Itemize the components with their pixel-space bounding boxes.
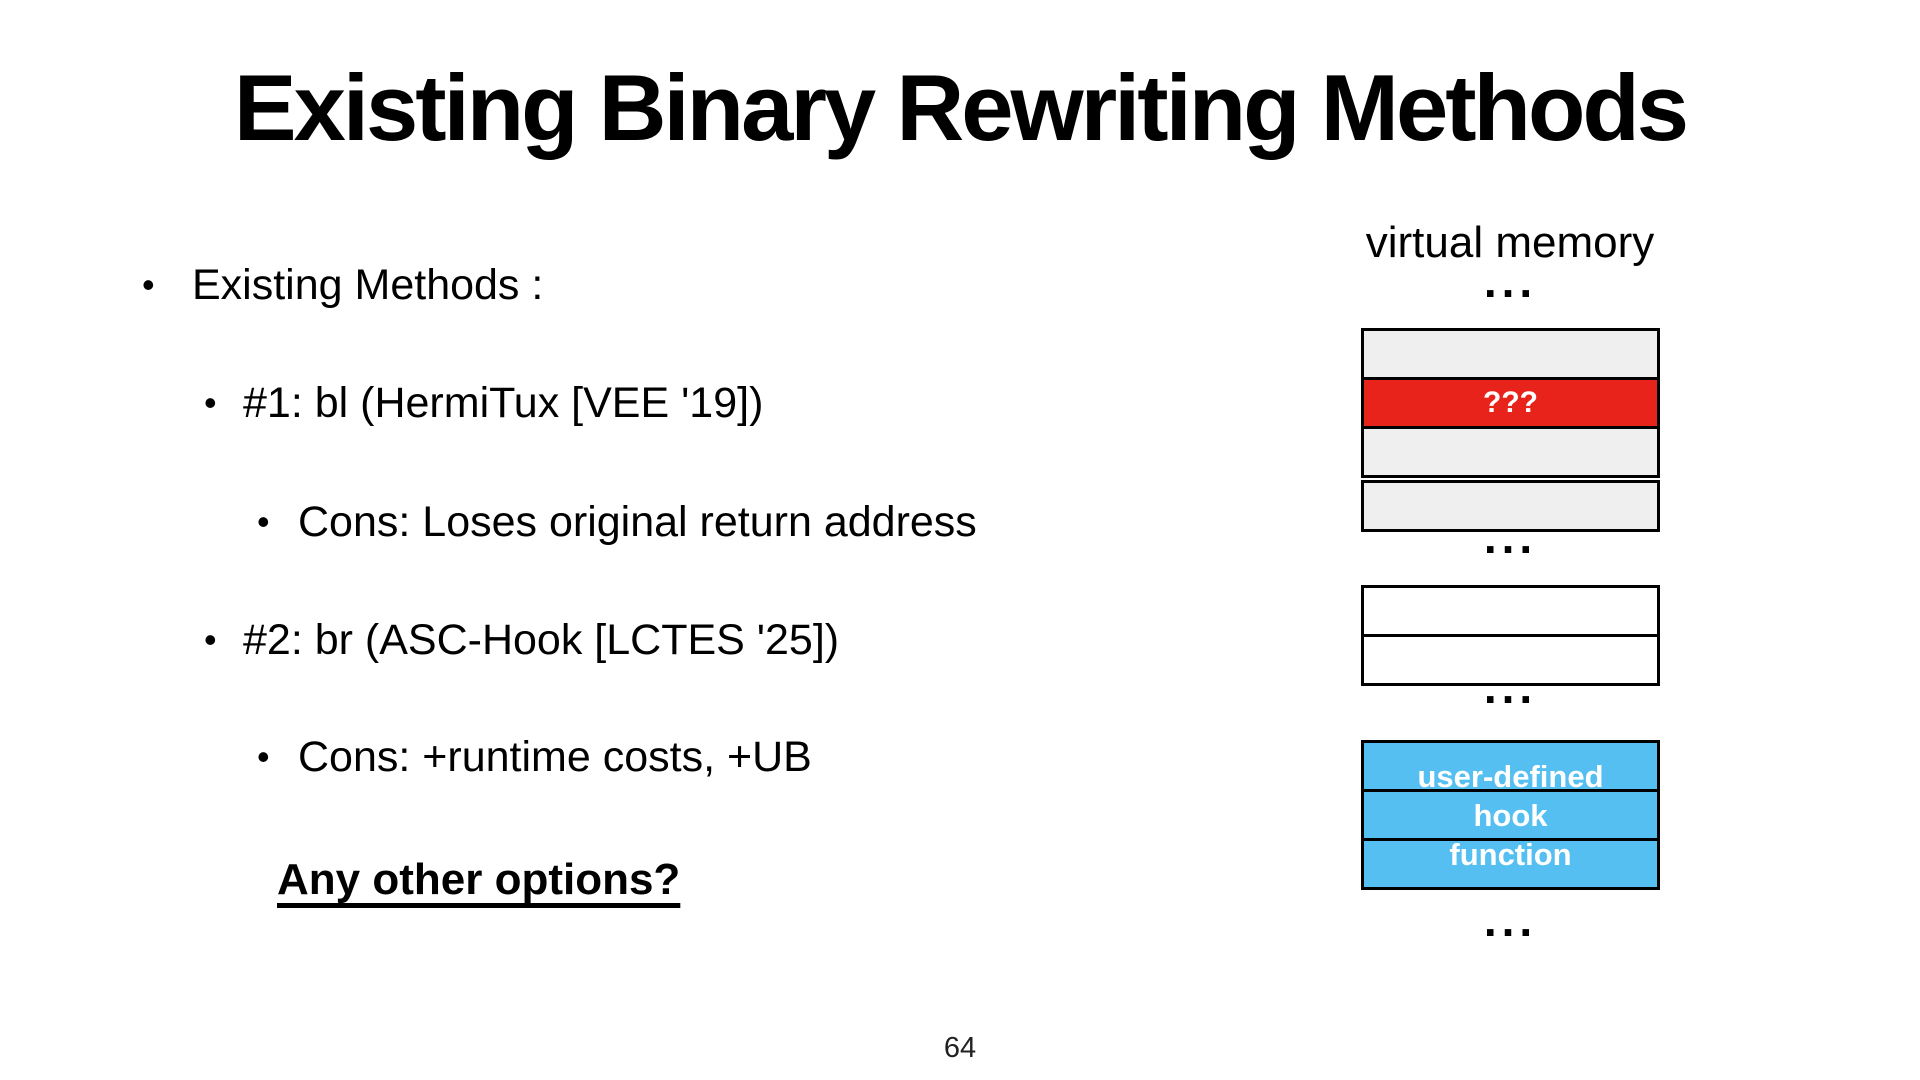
- ellipsis-mid-1: ...: [1483, 511, 1538, 563]
- memory-cell: [1361, 328, 1660, 380]
- memory-cell: [1361, 585, 1660, 637]
- memory-cell: [1361, 740, 1660, 792]
- ellipsis-mid-2: ...: [1483, 661, 1538, 713]
- diagram-title: virtual memory: [1365, 218, 1655, 267]
- memory-cell: [1361, 789, 1660, 841]
- bullet-text: Existing Methods :: [192, 261, 544, 309]
- bullet-item-existing-methods: • Existing Methods :: [142, 259, 543, 311]
- slide-title: Existing Binary Rewriting Methods: [233, 55, 1689, 160]
- bullet-marker-icon: •: [257, 736, 270, 777]
- bullet-item-method-1: • #1: bl (HermiTux [VEE '19]): [204, 377, 763, 429]
- memory-region-hook: user-defined hook function: [1361, 740, 1660, 890]
- bullet-text: Cons: Loses original return address: [298, 498, 977, 546]
- ellipsis-bottom: ...: [1483, 894, 1538, 946]
- memory-cell: [1361, 426, 1660, 478]
- question-emphasis-text: Any other options?: [277, 855, 681, 904]
- bullet-text: #1: bl (HermiTux [VEE '19]): [243, 379, 764, 427]
- bullet-item-method-2-cons: • Cons: +runtime costs, +UB: [257, 731, 812, 783]
- bullet-marker-icon: •: [204, 382, 217, 423]
- unknown-cell-label: ???: [1483, 386, 1538, 419]
- bullet-item-method-1-cons: • Cons: Loses original return address: [257, 496, 977, 548]
- memory-cell-unknown: ???: [1361, 377, 1660, 429]
- bullet-marker-icon: •: [204, 619, 217, 660]
- memory-region-mapped: ???: [1361, 328, 1660, 532]
- memory-region-empty: [1361, 585, 1660, 686]
- bullet-marker-icon: •: [142, 264, 155, 305]
- bullet-text: #2: br (ASC-Hook [LCTES '25]): [243, 616, 840, 664]
- bullet-text: Cons: +runtime costs, +UB: [298, 733, 812, 781]
- bullet-item-method-2: • #2: br (ASC-Hook [LCTES '25]): [204, 614, 839, 666]
- memory-cell: [1361, 838, 1660, 890]
- page-number: 64: [943, 1032, 977, 1064]
- ellipsis-top: ...: [1483, 255, 1538, 307]
- bullet-marker-icon: •: [257, 501, 270, 542]
- memory-cell: [1361, 634, 1660, 686]
- memory-cell: [1361, 480, 1660, 532]
